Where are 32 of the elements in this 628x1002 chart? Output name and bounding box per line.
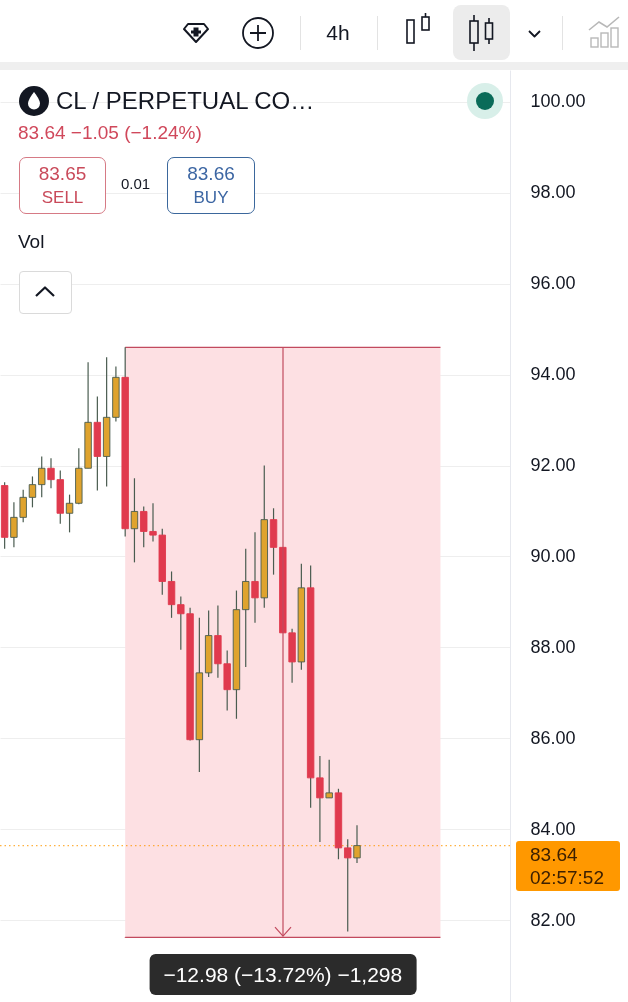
button: 83.65 SELL — [19, 157, 106, 214]
y-tick-label: 82.00 — [530, 909, 576, 930]
annotation: Vol — [18, 230, 45, 254]
candlestick — [65, 494, 74, 533]
text: 83.64 −1.05 (−1.24%) — [18, 121, 202, 145]
text: 4h — [326, 21, 350, 45]
candlestick — [325, 759, 333, 799]
button: 83.66 BUY — [167, 157, 255, 214]
candlestick — [353, 824, 361, 864]
annotation: BUY — [192, 187, 230, 209]
label-box: −12.98 (−13.72%) −1,298 — [149, 954, 417, 996]
candlestick — [167, 570, 176, 619]
y-tick-label: 86.00 — [530, 727, 576, 748]
band-label: −12.98 (−13.72%) −1,298 — [163, 962, 403, 989]
y-tick-label: 96.00 — [530, 273, 576, 294]
annotation: 83.66 — [186, 162, 236, 186]
annotation: SELL — [40, 187, 85, 209]
annotation: 83.65 — [37, 162, 88, 186]
y-tick-label: 88.00 — [530, 636, 576, 657]
annotation: 0.01 — [121, 175, 151, 193]
candlestick — [130, 477, 139, 563]
y-tick-label: 92.00 — [530, 455, 576, 476]
y-tick-label: 84.00 — [530, 818, 576, 839]
label-box: 83.64 02:57:52 — [516, 840, 620, 891]
y-tick-label: 98.00 — [530, 182, 576, 203]
ref-line-label: 83.64 02:57:52 — [530, 842, 605, 889]
y-tick-label: 90.00 — [530, 545, 576, 566]
y-tick-label: 100.00 — [530, 91, 586, 112]
y-tick-label: 94.00 — [530, 364, 576, 385]
text: CL / PERPETUAL CO… — [56, 86, 315, 116]
candlestick — [28, 475, 37, 508]
candlestick — [38, 455, 46, 498]
